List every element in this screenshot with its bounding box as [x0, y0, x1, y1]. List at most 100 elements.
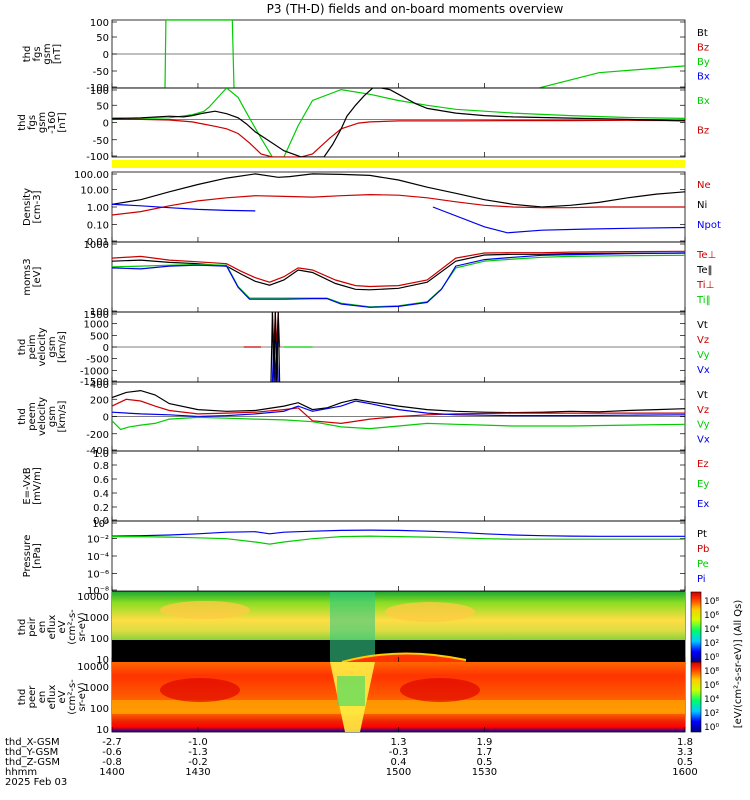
- series-Npot: [432, 206, 685, 234]
- series-Pe: [112, 535, 685, 545]
- y-axis-label: sr-eV): [77, 682, 88, 711]
- colorbar-label: [eV/(cm²-s-sr-eV)] (All Qs): [733, 600, 744, 729]
- x-row-label: thd_X-GSM: [5, 737, 60, 748]
- y-tick-label: -50: [93, 67, 109, 78]
- y-axis-label: gsm: [37, 112, 48, 133]
- legend-entry: Vy: [697, 420, 710, 431]
- y-axis-label: [nT]: [57, 112, 68, 132]
- panel-2: 100 50 0 -50 -100 thd fgs gsm -160 [nT] Bx Bz: [17, 86, 710, 163]
- x-tick-label: 1.9: [476, 737, 492, 748]
- panel-6: 400 200 0 -200 -400 thd peem velocity gsm [km/s] V…: [17, 380, 710, 457]
- legend-entry: Vy: [697, 350, 710, 361]
- y-tick-label: 0.0: [93, 516, 109, 527]
- y-tick-label: 1000: [84, 320, 109, 331]
- y-tick-label: 0: [103, 343, 109, 354]
- legend-entry: Ti‖: [696, 295, 711, 306]
- figure-title: P3 (TH-D) fields and on-board moments ov…: [267, 2, 564, 16]
- y-tick-label: -200: [86, 430, 109, 441]
- y-tick-label: 100.00: [74, 170, 109, 181]
- ion-spec-blob-left: [160, 601, 250, 619]
- y-tick-label: 10⁰: [92, 519, 109, 530]
- y-tick-label: 10000: [77, 662, 109, 673]
- y-axis-label: thd: [17, 689, 28, 706]
- y-axis-label: en: [37, 691, 48, 704]
- y-axis-label: peim: [27, 334, 38, 359]
- colorbar-tick-label: 10⁸: [704, 597, 719, 607]
- y-axis-label: [mV/m]: [32, 467, 43, 505]
- x-row-label: thd_Z-GSM: [5, 757, 60, 768]
- series-Ti‖: [112, 254, 685, 308]
- series-By: [112, 20, 685, 88]
- y-axis-label: sr-eV): [77, 612, 88, 641]
- y-axis-label: eV: [57, 690, 68, 703]
- y-tick-label: 10000: [77, 592, 109, 603]
- y-tick-label: 1.00: [87, 203, 109, 214]
- y-axis-label: fgs: [27, 115, 38, 130]
- y-tick-label: 100: [90, 307, 109, 318]
- ele-spec-right-dark: [400, 678, 480, 702]
- y-axis-label: gsm: [47, 406, 58, 427]
- legend-entry: Ti⊥: [696, 280, 714, 291]
- series-Ni: [112, 173, 685, 208]
- legend-entry: Ey: [697, 479, 709, 490]
- y-tick-label: -500: [86, 355, 109, 366]
- x-tick-label: -0.6: [102, 747, 122, 758]
- colorbar-bottom: [690, 661, 702, 733]
- colorbar-top: [690, 591, 702, 663]
- legend-entry: Ne: [697, 180, 711, 191]
- ele-spec-yellowband: [112, 700, 685, 714]
- y-axis-label: velocity: [37, 327, 48, 366]
- y-axis-label: [km/s]: [57, 331, 68, 363]
- y-tick-label: 0: [103, 413, 109, 424]
- y-tick-label: 1.0: [93, 449, 109, 460]
- y-axis-label: gsm: [42, 43, 53, 64]
- x-tick-label: -2.7: [102, 737, 122, 748]
- y-axis-label: en: [37, 621, 48, 634]
- y-tick-label: -1000: [80, 366, 109, 377]
- colorbar-tick-label: 10⁸: [704, 667, 719, 677]
- colorbar-tick-label: 10⁶: [704, 681, 719, 691]
- ele-spec-core-green: [337, 676, 365, 706]
- legend-entry: Bx: [697, 72, 710, 83]
- x-tick-label: -1.0: [188, 737, 208, 748]
- y-axis-label: [nT]: [52, 44, 63, 64]
- series-Te‖: [112, 252, 685, 291]
- y-axis-label: [cm-3]: [32, 190, 43, 223]
- y-axis-label: fgs: [32, 46, 43, 61]
- y-tick-label: 0.10: [87, 221, 109, 232]
- series-Npot: [112, 203, 256, 212]
- y-tick-label: 0: [103, 50, 109, 61]
- x-tick-label: 0.5: [476, 757, 492, 768]
- series-Pi: [112, 529, 685, 537]
- y-axis-label: thd: [17, 619, 28, 636]
- legend-entry: Ez: [697, 459, 709, 470]
- ion-spec-core: [330, 592, 375, 662]
- legend-entry: Vz: [697, 335, 709, 346]
- y-axis-label: eflux: [47, 685, 58, 710]
- series-Bz: [112, 118, 685, 157]
- y-tick-label: 50: [96, 33, 109, 44]
- x-tick-label: 3.3: [677, 747, 693, 758]
- y-tick-label: 100: [90, 634, 109, 645]
- ion-spec-lowband: [112, 640, 685, 662]
- y-tick-label: 10⁻⁴: [87, 552, 109, 563]
- panel-8: 10⁰ 10⁻² 10⁻⁴ 10⁻⁶ 10⁻⁸ Pressure [nPa] Pt Pb Pe Pi: [22, 519, 709, 597]
- y-axis-label: Pressure: [22, 535, 33, 578]
- y-axis-label: [eV]: [32, 267, 43, 288]
- x-row-label: hhmm: [5, 767, 37, 778]
- spectrograms: [112, 592, 685, 732]
- y-axis-label: thd: [17, 408, 28, 425]
- x-row-label: thd_Y-GSM: [5, 747, 58, 758]
- y-tick-label: 0.01: [87, 237, 109, 248]
- ion-spec-arc-edge: [341, 652, 467, 662]
- x-tick-label: -0.3: [389, 747, 409, 758]
- y-axis-label: thd: [17, 114, 28, 131]
- colorbar-tick-label: 10⁰: [704, 653, 719, 663]
- y-tick-label: 1000: [84, 613, 109, 624]
- legend-entry: Te‖: [696, 265, 713, 276]
- ion-spectrogram: [112, 592, 685, 662]
- x-tick-label: 1500: [386, 767, 411, 778]
- colorbar-tick-label: 10⁰: [704, 723, 719, 733]
- legend-entry: Ex: [697, 499, 709, 510]
